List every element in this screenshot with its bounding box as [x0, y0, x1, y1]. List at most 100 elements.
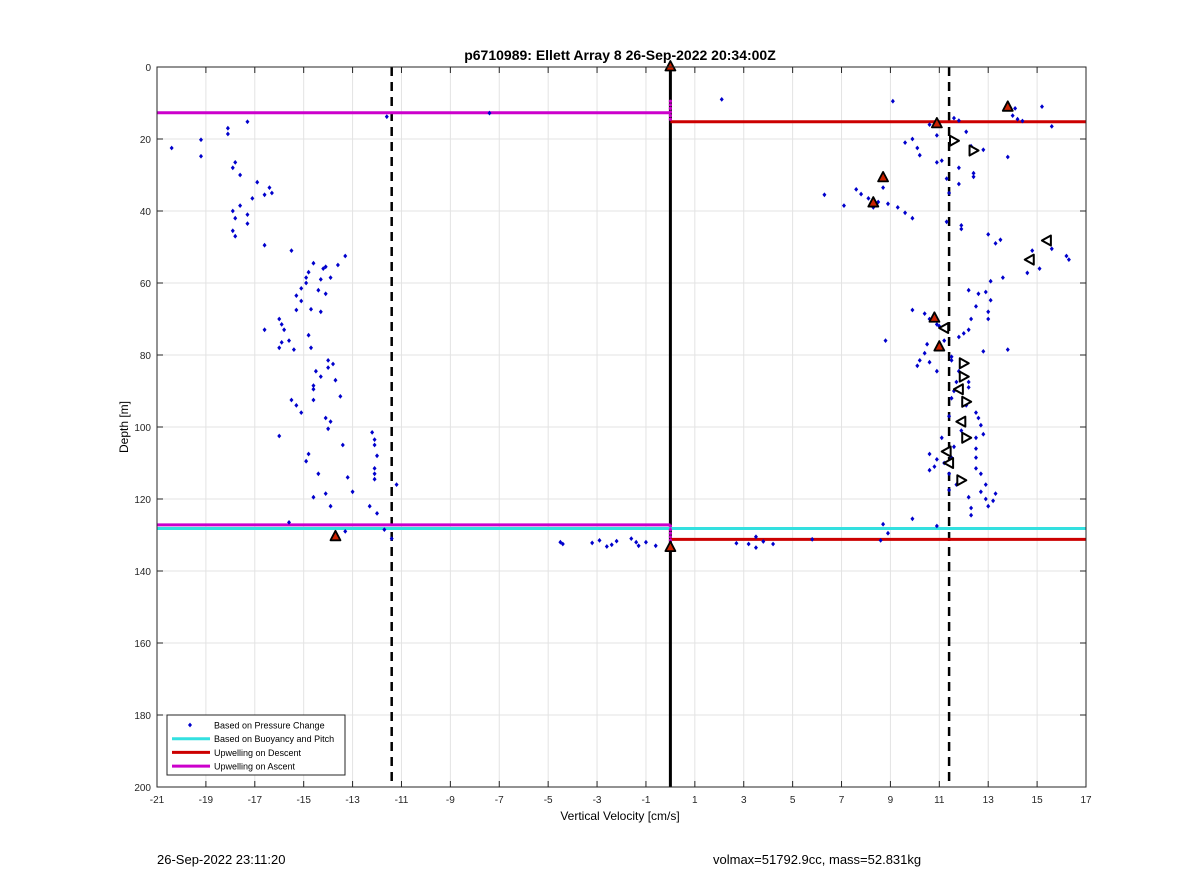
triangle-marker-left: [1023, 253, 1035, 266]
pressure-change-point: [311, 494, 316, 500]
pressure-change-point: [245, 212, 250, 217]
x-tick-label: 17: [1080, 795, 1092, 806]
highlight-marker: [329, 529, 342, 542]
pressure-change-point: [289, 397, 294, 403]
pressure-change-point: [289, 248, 294, 253]
pressure-change-point: [1005, 154, 1010, 160]
x-tick-label: 9: [888, 795, 894, 806]
triangle-marker-right: [958, 357, 970, 370]
pressure-change-point: [372, 466, 377, 471]
pressure-change-point: [966, 327, 971, 333]
pressure-change-point: [245, 221, 250, 226]
x-tick-label: -9: [446, 795, 455, 806]
triangle-marker-right: [961, 395, 973, 408]
pressure-change-point: [309, 345, 314, 351]
x-tick-label: -7: [495, 795, 504, 806]
pressure-change-point: [306, 269, 311, 275]
pressure-change-point: [854, 187, 859, 192]
pressure-change-point: [372, 471, 377, 477]
pressure-change-point: [998, 237, 1003, 243]
pressure-change-point: [951, 388, 956, 394]
pressure-change-point: [973, 466, 978, 471]
y-tick-label: 180: [134, 711, 151, 722]
pressure-change-point: [199, 153, 204, 159]
highlight-marker: [664, 540, 677, 552]
triangle-marker-right: [968, 144, 980, 157]
pressure-change-point: [983, 496, 988, 502]
pressure-change-point: [981, 431, 986, 437]
pressure-change-point: [335, 262, 340, 268]
pressure-change-point: [956, 118, 961, 124]
pressure-change-point: [299, 298, 304, 304]
x-tick-label: 1: [692, 795, 698, 806]
pressure-change-point: [394, 482, 399, 487]
pressure-change-point: [746, 541, 751, 547]
pressure-change-point: [291, 347, 296, 352]
pressure-change-point: [604, 544, 609, 549]
ascent-zero-marker: [668, 99, 672, 103]
axes: [156, 66, 1087, 788]
pressure-change-point: [866, 196, 871, 201]
pressure-change-point: [983, 289, 988, 295]
highlight-marker: [928, 311, 941, 323]
ascent-zero-marker: [668, 110, 672, 114]
x-tick-label: -1: [641, 795, 650, 806]
x-tick-label: -21: [150, 795, 165, 806]
highlight-marker: [930, 116, 943, 129]
pressure-change-point: [753, 534, 758, 540]
pressure-change-point: [949, 354, 954, 360]
pressure-change-point: [969, 505, 974, 511]
y-tick-label: 120: [134, 495, 151, 506]
pressure-change-point: [927, 122, 932, 127]
pressure-change-point: [326, 365, 331, 370]
pressure-change-point: [323, 264, 328, 270]
pressure-change-point: [917, 152, 922, 158]
pressure-change-point: [311, 386, 316, 392]
pressure-change-point: [934, 523, 939, 529]
pressure-change-point: [951, 115, 956, 121]
triangle-marker-right: [961, 431, 973, 444]
pressure-change-point: [944, 219, 949, 225]
pressure-change-point: [910, 136, 915, 142]
pressure-change-point: [883, 338, 888, 343]
pressure-change-point: [318, 277, 323, 282]
pressure-change-point: [910, 516, 915, 522]
pressure-change-point: [326, 426, 331, 432]
ascent-zero-marker: [668, 524, 672, 528]
ascent-zero-marker: [668, 531, 672, 535]
footer-info: volmax=51792.9cc, mass=52.831kg: [713, 852, 922, 867]
x-tick-label: 7: [839, 795, 845, 806]
pressure-change-point: [969, 512, 974, 518]
pressure-change-point: [771, 541, 776, 547]
pressure-change-point: [885, 530, 890, 536]
pressure-change-point: [1020, 118, 1025, 124]
pressure-change-point: [338, 394, 343, 399]
pressure-change-point: [934, 160, 939, 165]
pressure-change-point: [966, 287, 971, 293]
pressure-change-point: [986, 503, 991, 509]
pressure-change-point: [954, 379, 959, 385]
pressure-change-point: [597, 538, 602, 543]
pressure-change-point: [934, 368, 939, 374]
pressure-change-point: [238, 203, 243, 208]
pressure-change-point: [1015, 116, 1020, 122]
pressure-change-point: [973, 435, 978, 441]
pressure-change-point: [269, 190, 274, 196]
pressure-change-point: [326, 358, 331, 363]
pressure-change-point: [1066, 257, 1071, 262]
pressure-change-point: [634, 539, 639, 545]
pressure-change-point: [282, 327, 287, 333]
pressure-change-point: [199, 137, 204, 143]
pressure-change-point: [971, 174, 976, 180]
pressure-change-point: [230, 208, 235, 214]
pressure-change-point: [976, 415, 981, 421]
legend: Based on Pressure Change Based on Buoyanc…: [166, 714, 346, 776]
pressure-change-point: [939, 435, 944, 441]
pressure-change-point: [859, 191, 864, 197]
pressure-change-point: [959, 226, 964, 232]
pressure-change-point: [345, 475, 350, 480]
pressure-change-point: [981, 147, 986, 153]
pressure-change-point: [934, 457, 939, 462]
pressure-change-point: [245, 119, 250, 125]
ascent-zero-marker: [668, 114, 672, 118]
